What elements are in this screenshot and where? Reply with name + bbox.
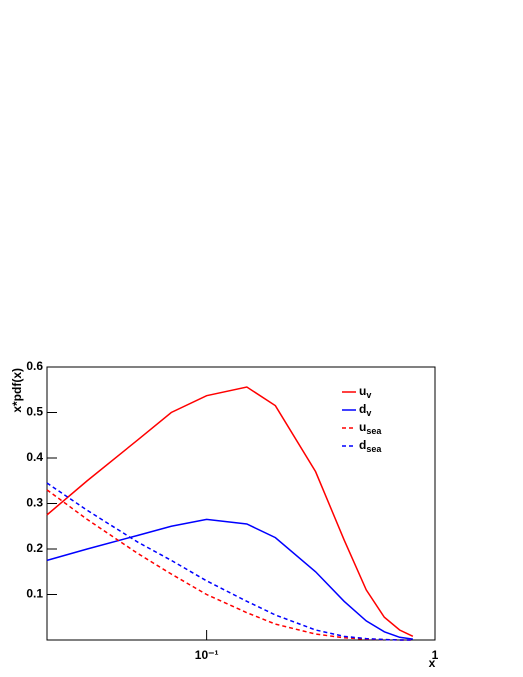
legend-subscript: v	[366, 390, 371, 400]
y-tick-label: 0.4	[26, 450, 43, 464]
legend-name: u	[359, 420, 366, 434]
legend-name: u	[359, 384, 366, 398]
x-axis-label: x	[429, 656, 436, 670]
series-line	[46, 386, 414, 638]
series-line	[46, 518, 413, 640]
y-tick-label: 0.5	[26, 405, 43, 419]
legend-label: usea	[359, 420, 382, 436]
legend-subscript: sea	[366, 426, 382, 436]
legend-subscript: v	[366, 408, 371, 418]
series-line	[46, 482, 413, 641]
x-tick-label: 10⁻¹	[195, 648, 219, 662]
legend-subscript: sea	[366, 444, 382, 454]
x-tick-label: 1	[432, 648, 439, 662]
legend-label: uv	[359, 384, 371, 400]
legend-label: dsea	[359, 438, 382, 454]
legend-name: d	[359, 402, 366, 416]
y-tick-label: 0.6	[26, 359, 43, 373]
y-tick-label: 0.2	[26, 541, 43, 555]
y-tick-label: 0.3	[26, 496, 43, 510]
y-tick-label: 0.1	[26, 587, 43, 601]
y-axis-label: x*pdf(x)	[10, 368, 24, 413]
legend-name: d	[359, 438, 366, 452]
series-line	[46, 489, 413, 641]
legend-label: dv	[359, 402, 371, 418]
